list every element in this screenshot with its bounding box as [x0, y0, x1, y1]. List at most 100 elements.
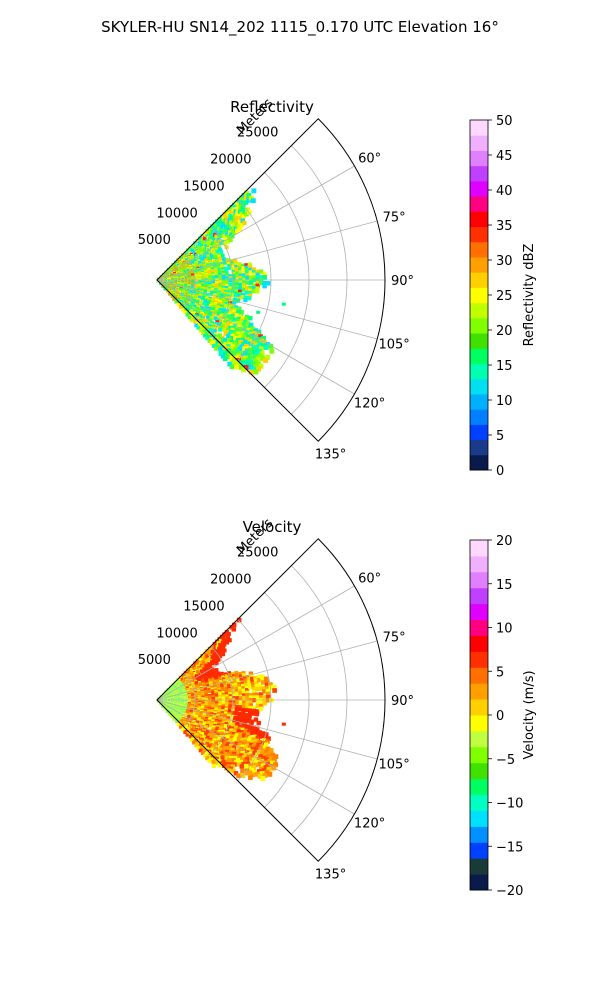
echo-cell	[230, 265, 235, 270]
echo-cell	[244, 743, 250, 749]
echo-cell	[259, 744, 265, 749]
echo-cell	[228, 284, 233, 289]
echo-cell	[248, 265, 253, 270]
echo-cell	[248, 275, 254, 280]
echo-cell	[238, 702, 243, 707]
echo-cell	[230, 724, 235, 729]
echo-cell	[256, 757, 262, 762]
echo-cell	[226, 322, 231, 327]
echo-cell	[185, 267, 189, 271]
echo-cell	[206, 315, 210, 320]
echo-cell	[193, 319, 197, 324]
echo-cell	[231, 708, 236, 713]
echo-cell	[231, 689, 236, 694]
echo-cell	[255, 692, 260, 697]
echo-cell	[193, 267, 197, 271]
echo-cell	[235, 721, 240, 726]
echo-cell	[169, 705, 173, 709]
echo-cell	[194, 314, 198, 318]
echo-cell	[214, 229, 219, 234]
echo-cell	[241, 270, 246, 276]
echo-cell	[253, 328, 259, 333]
echo-cell	[244, 763, 249, 769]
echo-cell	[230, 263, 235, 268]
echo-cell	[232, 297, 237, 302]
echo-cell	[188, 734, 193, 739]
echo-cell	[205, 756, 210, 761]
echo-cell	[190, 261, 195, 265]
echo-cell	[232, 258, 237, 263]
echo-cell	[216, 657, 221, 662]
colorbar-segment	[470, 363, 488, 380]
echo-cell	[269, 348, 275, 354]
echo-cell	[252, 275, 257, 280]
echo-cell	[228, 694, 233, 699]
echo-cell	[270, 752, 276, 758]
echo-cell	[259, 771, 265, 776]
range-tick-label: 25000	[237, 126, 278, 141]
azimuth-tick-label: 60°	[358, 151, 381, 166]
echo-cell	[253, 342, 258, 348]
echo-cell	[244, 685, 249, 690]
azimuth-tick-label: 90°	[391, 274, 414, 289]
echo-cell	[188, 712, 192, 717]
echo-cell	[231, 706, 236, 711]
colorbar-segment	[470, 348, 488, 364]
colorbar-segment	[470, 226, 488, 243]
echo-cell	[229, 259, 234, 264]
echo-cell	[236, 296, 241, 301]
echo-cell	[207, 338, 212, 343]
echo-cell	[257, 677, 262, 683]
echo-cell	[260, 741, 266, 746]
echo-cell	[256, 749, 262, 755]
echo-cell	[222, 257, 226, 262]
colorbar-segment	[470, 150, 488, 167]
echo-cell	[233, 335, 238, 341]
echo-cell	[191, 280, 195, 284]
echo-cell	[252, 734, 257, 740]
echo-cell	[229, 728, 234, 733]
colorbar-tick-label: −20	[496, 884, 523, 899]
echo-cell	[186, 679, 190, 683]
echo-cell	[266, 736, 271, 741]
echo-cell	[262, 735, 268, 740]
echo-cell	[210, 734, 215, 739]
echo-cell	[257, 341, 263, 347]
echo-cell	[256, 720, 261, 726]
echo-cell	[227, 337, 232, 343]
echo-cell	[266, 766, 272, 772]
echo-cell	[249, 347, 255, 353]
echo-cell	[268, 748, 274, 753]
echo-cell	[234, 711, 239, 716]
echo-cell	[233, 220, 238, 225]
echo-cell	[216, 684, 221, 689]
echo-cell	[258, 363, 264, 369]
echo-cell	[248, 695, 254, 700]
echo-cell	[255, 726, 260, 731]
echo-cell	[245, 761, 251, 766]
colorbar-segment	[470, 858, 488, 875]
echo-cell	[223, 293, 228, 298]
echo-cell	[243, 355, 248, 361]
echo-cell	[263, 765, 269, 770]
echo-cell	[198, 295, 202, 300]
echo-cell	[248, 285, 253, 291]
echo-cell	[194, 302, 198, 306]
echo-cell	[196, 746, 201, 750]
echo-cell	[232, 717, 237, 722]
echo-cell	[259, 695, 264, 700]
echo-cell	[201, 297, 205, 301]
echo-cell	[223, 291, 228, 296]
echo-cell	[239, 764, 244, 769]
echo-cell	[250, 676, 255, 681]
echo-cell	[247, 770, 253, 776]
echo-cell	[246, 674, 251, 680]
colorbar-tick-label: 15	[496, 578, 513, 593]
echo-cell	[163, 707, 167, 711]
echo-cell	[259, 734, 265, 739]
echo-cell	[209, 341, 214, 346]
echo-cell	[195, 733, 199, 737]
echo-cell	[224, 755, 229, 760]
echo-cell	[231, 672, 236, 676]
echo-cell	[243, 360, 249, 365]
